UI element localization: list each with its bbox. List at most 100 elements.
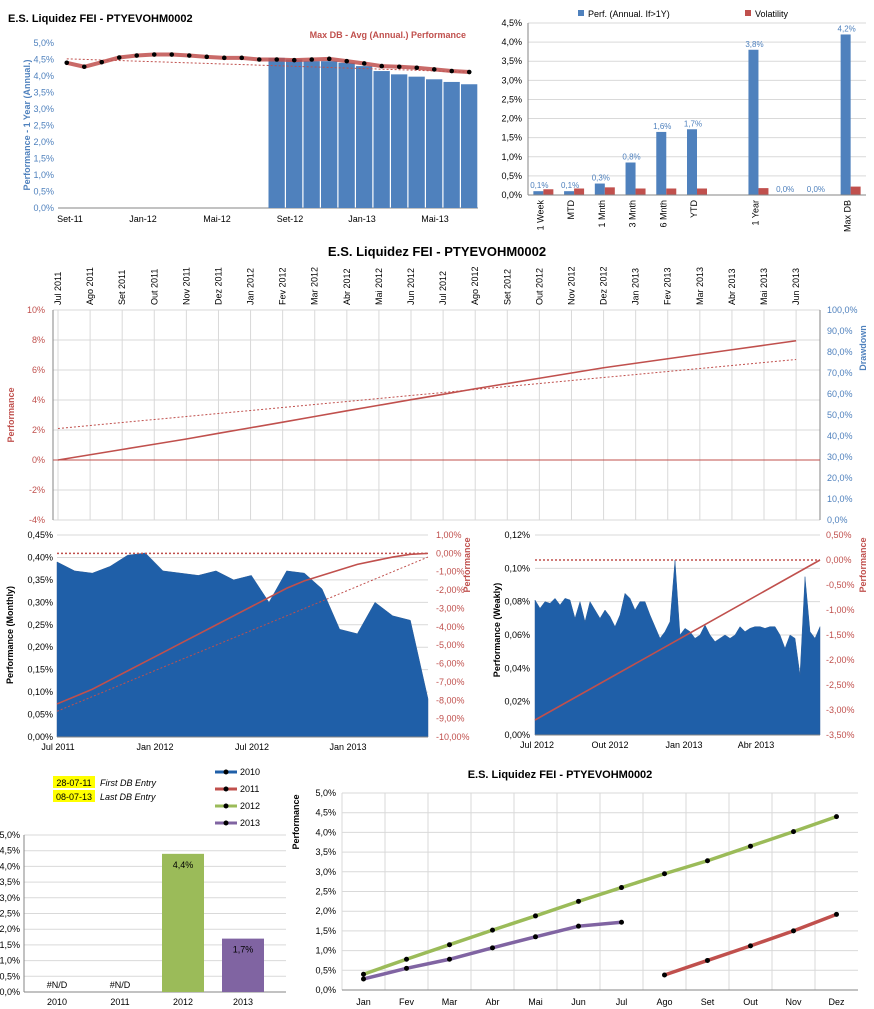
chart4-y-tick: 0,30%: [27, 597, 53, 607]
chart2-x-tick: 3 Mnth: [628, 200, 638, 228]
chart5-y-tick: 0,02%: [504, 697, 530, 707]
chart5-x-tick: Jan 2013: [665, 740, 702, 750]
chart3-x-tick: Mai 2013: [759, 268, 769, 305]
chart1-point: [186, 53, 192, 58]
chart3-x-tick: Out 2012: [534, 268, 544, 305]
chart3-y-tick: -2%: [29, 485, 45, 495]
chart2-perf-bar: [564, 191, 575, 195]
chart2-data-label: 0,1%: [561, 181, 579, 190]
chart2-data-label: 3,8%: [745, 40, 763, 49]
chart4-y2-tick: -6,00%: [436, 659, 465, 669]
chart3-x-tick: Jun 2012: [406, 268, 416, 305]
chart1-bar: [303, 61, 320, 209]
chart4-trend-line: [56, 556, 429, 712]
chart7-x-tick: Jan: [356, 997, 371, 1007]
chart4-y-tick: 0,05%: [27, 710, 53, 720]
chart2-y-tick: 1,5%: [501, 133, 522, 143]
chart3-y-tick: 8%: [32, 335, 45, 345]
chart1-y-tick: 4,5%: [33, 55, 54, 65]
chart2-legend-swatch-perf: [578, 10, 584, 16]
chart3-title: E.S. Liquidez FEI - PTYEVOHM0002: [328, 244, 546, 259]
chart3-x-tick: Nov 2011: [181, 267, 191, 305]
year-legend-marker: [223, 786, 229, 792]
chart7-series-2012-point: [748, 843, 753, 849]
chart7-series-2011-point: [791, 928, 796, 934]
chart2-vol-bar: [574, 188, 585, 195]
chart1-bar: [461, 84, 478, 208]
chart7-series-2012-point: [576, 898, 581, 904]
chart3-x-tick: Fev 2012: [278, 267, 288, 305]
chart7-y-tick: 3,0%: [315, 867, 336, 877]
chart7-series-2012-point: [834, 814, 839, 820]
chart3-x-tick: Abr 2012: [342, 268, 352, 305]
chart1-point: [134, 53, 140, 58]
chart6-y-tick: 1,0%: [0, 956, 20, 966]
chart4-y2-tick: -2,00%: [436, 585, 465, 595]
chart1-title: E.S. Liquidez FEI - PTYEVOHM0002: [8, 13, 193, 25]
chart2-x-tick: Max DB: [843, 200, 853, 232]
chart2-x-tick: MTD: [566, 200, 576, 220]
chart3-x-tick: Mai 2012: [374, 268, 384, 305]
chart2-data-label: 1,7%: [684, 119, 702, 128]
chart2-perf-bar: [656, 131, 667, 195]
chart2-x-tick: YTD: [689, 199, 699, 218]
chart1-point: [309, 57, 315, 62]
chart1-y-tick: 3,5%: [33, 88, 54, 98]
chart7-series-2012-point: [447, 942, 452, 948]
chart5-y2-axis-label: Performance: [858, 537, 868, 592]
chart7-series-2012-point: [490, 927, 495, 933]
chart3-x-tick: Set 2011: [117, 270, 127, 305]
chart5-y-tick: 0,10%: [504, 563, 530, 573]
chart6-y-tick: 0,5%: [0, 971, 20, 981]
chart1-y-tick: 2,5%: [33, 121, 54, 131]
chart6-data-label: 1,7%: [233, 945, 254, 955]
chart1-x-tick: Mai-12: [203, 214, 231, 224]
chart4-y2-tick: 0,00%: [436, 548, 462, 558]
chart3-x-tick: Jul 2012: [438, 271, 448, 305]
chart3-y2-axis-label: Drawdown: [858, 325, 868, 371]
chart7-series-2012-point: [705, 858, 710, 864]
chart6-x-tick: 2012: [173, 997, 193, 1007]
chart7-series-2013-point: [533, 934, 538, 940]
last-entry-label: Last DB Entry: [100, 792, 156, 802]
chart2-legend-vol: Volatility: [755, 9, 789, 19]
chart2-y-tick: 0,5%: [501, 171, 522, 181]
chart2-data-label: 1,6%: [653, 122, 671, 131]
first-entry-date: 28-07-11: [56, 778, 91, 788]
chart5-y2-tick: -0,50%: [826, 580, 855, 590]
chart5-weekly-area: [534, 559, 821, 736]
chart1-y-tick: 0,0%: [33, 203, 54, 213]
chart7-y-tick: 0,5%: [315, 965, 336, 975]
chart3-x-tick: Fev 2013: [663, 267, 673, 305]
chart3-y2-tick: 50,0%: [827, 410, 853, 420]
chart7-title: E.S. Liquidez FEI - PTYEVOHM0002: [468, 769, 653, 781]
first-entry-label: First DB Entry: [100, 778, 157, 788]
chart3-y-tick: 4%: [32, 395, 45, 405]
chart3-x-tick: Mar 2012: [310, 267, 320, 305]
last-entry-date: 08-07-13: [56, 792, 92, 802]
chart3-y2-tick: 10,0%: [827, 494, 853, 504]
chart2-perf-bar: [625, 162, 636, 195]
chart1-x-tick: Jan-13: [348, 214, 376, 224]
chart2-perf-bar: [840, 34, 851, 195]
chart1-bar: [338, 62, 355, 208]
chart7-y-tick: 5,0%: [315, 788, 336, 798]
chart1-bar: [286, 59, 303, 208]
chart2-y-tick: 1,0%: [501, 152, 522, 162]
chart6-x-tick: 2010: [47, 997, 67, 1007]
chart3-x-tick: Jan 2013: [631, 268, 641, 305]
chart1-point: [344, 58, 350, 64]
year-legend-marker: [223, 803, 229, 809]
chart4-y2-tick: -8,00%: [436, 695, 465, 705]
last-entry-date-box: [53, 790, 95, 802]
chart7-series-2012-point: [619, 885, 624, 891]
chart6-y-tick: 0,0%: [0, 987, 20, 997]
chart2-x-tick: 6 Mnth: [658, 200, 668, 228]
chart5-x-tick: Jul 2012: [520, 740, 554, 750]
chart4-x-tick: Jan 2013: [329, 742, 366, 752]
chart7-y-tick: 1,0%: [315, 946, 336, 956]
chart2-vol-bar: [635, 188, 646, 195]
chart2-y-tick: 4,0%: [501, 37, 522, 47]
chart3-x-tick: Abr 2013: [727, 268, 737, 305]
chart7-series-2011-point: [834, 911, 839, 917]
